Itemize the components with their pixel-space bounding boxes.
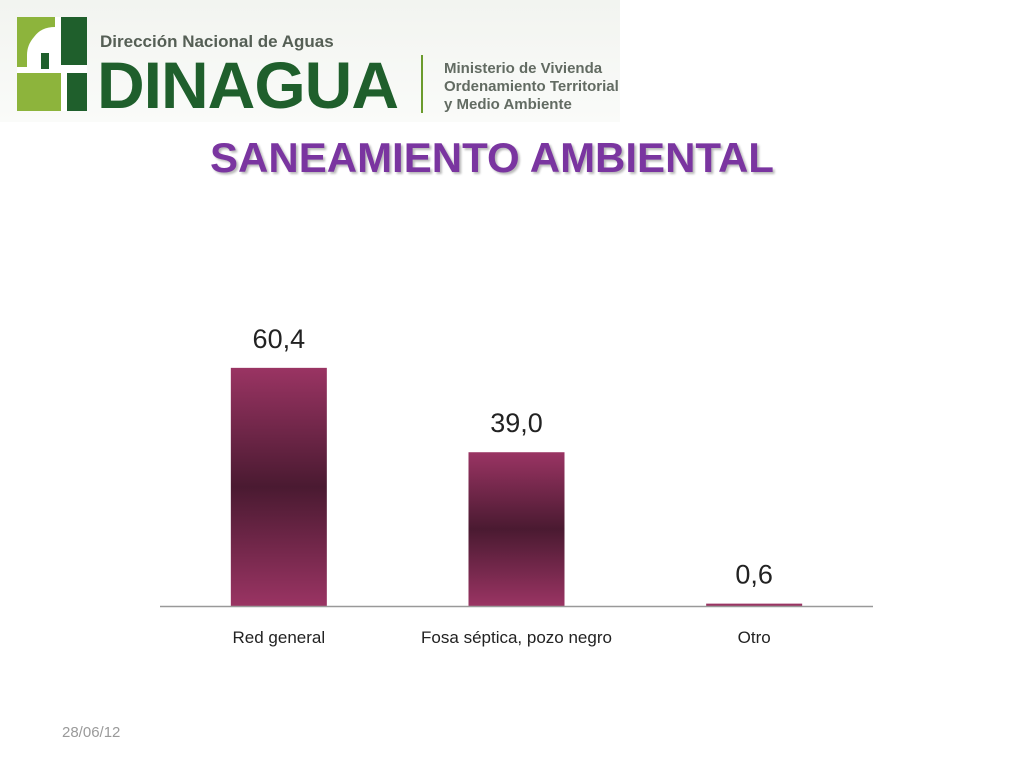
brand-name: DINAGUA	[97, 48, 399, 122]
value-label-1: 39,0	[490, 408, 543, 438]
header-band	[0, 0, 620, 122]
slide-title: SANEAMIENTO AMBIENTAL	[210, 134, 774, 181]
brand-divider	[421, 55, 423, 113]
value-label-2: 0,6	[735, 560, 773, 590]
ministry-line-2: Ordenamiento Territorial	[444, 78, 619, 95]
ministry-line-1: Ministerio de Vivienda	[444, 60, 603, 77]
category-label-2: Otro	[738, 628, 771, 647]
slide-date: 28/06/12	[62, 724, 121, 741]
dinagua-logo-icon	[17, 17, 87, 111]
bar-2	[706, 603, 803, 606]
org-name: Dirección Nacional de Aguas	[100, 32, 334, 51]
category-label-1: Fosa séptica, pozo negro	[421, 628, 612, 647]
ministry-line-3: y Medio Ambiente	[444, 96, 572, 113]
bar-0	[230, 367, 327, 606]
category-label-0: Red general	[233, 628, 326, 647]
value-label-0: 60,4	[253, 324, 306, 354]
bar-1	[468, 452, 565, 606]
